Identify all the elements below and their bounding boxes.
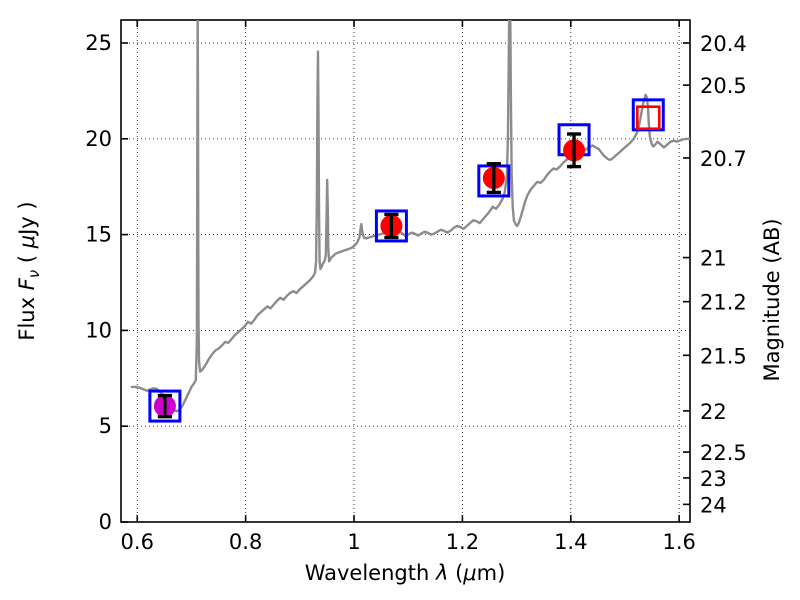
y2-tick-label: 21 <box>700 247 727 271</box>
y2-tick-label: 22 <box>700 400 727 424</box>
y-tick-label: 25 <box>85 31 112 55</box>
x-axis-label: Wavelength λ (μm) <box>305 561 506 585</box>
y2-tick-label: 21.2 <box>700 291 747 315</box>
photometry-markers <box>148 98 665 423</box>
y2-tick-label: 20.7 <box>700 147 747 171</box>
x-tick-label: 1 <box>347 530 360 554</box>
x-tick-label: 1.4 <box>554 530 587 554</box>
photometry-point <box>477 162 511 198</box>
y-tick-label: 5 <box>99 414 112 438</box>
blue-square-marker <box>148 389 182 423</box>
photometry-point <box>557 123 591 169</box>
y-axis-ticks: 0 5 10 15 20 25 <box>85 31 128 534</box>
y2-tick-label: 23 <box>700 467 727 491</box>
y2-tick-label: 22.5 <box>700 441 747 465</box>
x-axis-ticks: 0.6 0.8 1 1.2 1.4 1.6 <box>121 20 696 554</box>
y2-tick-label: 20.4 <box>700 32 747 56</box>
y2-tick-label: 20.5 <box>700 74 747 98</box>
x-tick-label: 1.6 <box>662 530 695 554</box>
x-tick-label: 1.2 <box>446 530 479 554</box>
y-tick-label: 10 <box>85 318 112 342</box>
y2-axis-label: Magnitude (AB) <box>760 218 784 381</box>
y-axis-label: Flux Fν ( μJy ) <box>15 201 43 340</box>
y-tick-label: 15 <box>85 223 112 247</box>
plot-frame <box>120 19 691 523</box>
y-tick-label: 0 <box>99 510 112 534</box>
blue-square-marker <box>374 209 408 243</box>
open-square-marker <box>635 105 661 131</box>
y2-tick-label: 21.5 <box>700 344 747 368</box>
x-tick-label: 0.6 <box>121 530 154 554</box>
y2-tick-label: 24 <box>700 493 727 517</box>
photometry-point <box>374 209 408 243</box>
x-tick-label: 0.8 <box>229 530 262 554</box>
y-tick-label: 20 <box>85 127 112 151</box>
photometry-point <box>148 389 182 423</box>
photometry-point <box>631 98 665 132</box>
